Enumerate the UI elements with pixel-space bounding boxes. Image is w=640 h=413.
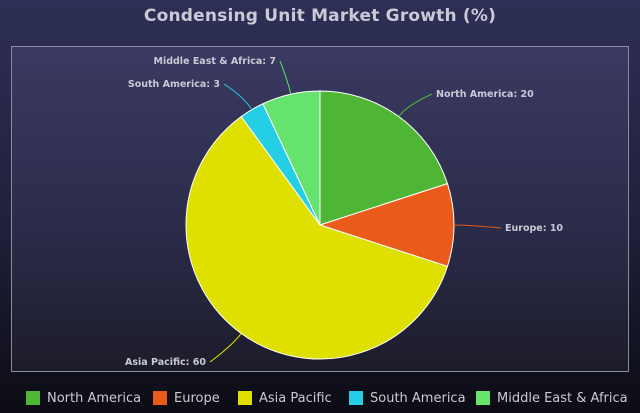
legend-item-north-america[interactable]: North America [26, 388, 141, 408]
leader-line [223, 83, 253, 110]
legend-swatch [238, 391, 252, 405]
pie-slice-north-america[interactable] [319, 90, 449, 226]
slice-label-asia-pacific: Asia Pacific: 60 [125, 357, 206, 368]
legend-label: Asia Pacific [259, 390, 332, 406]
legend-label: Europe [174, 390, 220, 406]
pie-slices [185, 90, 455, 360]
leader-line [209, 333, 242, 363]
leader-line [453, 224, 502, 229]
legend-item-south-america[interactable]: South America [349, 388, 466, 408]
leader-line [279, 60, 292, 95]
slice-label-south-america: South America: 3 [128, 79, 220, 90]
pie-slice-asia-pacific[interactable] [185, 115, 449, 360]
pie-slice-europe[interactable] [318, 182, 455, 268]
legend-item-asia-pacific[interactable]: Asia Pacific [238, 388, 332, 408]
slice-label-middle-east-africa: Middle East & Africa: 7 [154, 56, 277, 67]
legend-item-europe[interactable]: Europe [153, 388, 220, 408]
label-leader-lines [209, 60, 502, 363]
legend-label: North America [47, 390, 142, 406]
slice-label-north-america: North America: 20 [436, 89, 534, 100]
legend-label: Middle East & Africa [497, 390, 628, 406]
legend-swatch [26, 391, 40, 405]
legend: North America Europe Asia Pacific South … [0, 388, 640, 410]
pie-slice-middle-east-africa[interactable] [262, 90, 321, 226]
slice-labels: North America: 20 Europe: 10 Asia Pacifi… [125, 56, 563, 368]
legend-item-middle-east-africa[interactable]: Middle East & Africa [476, 388, 628, 408]
legend-label: South America [370, 390, 466, 406]
legend-swatch [349, 391, 363, 405]
leader-line [398, 93, 433, 117]
legend-swatch [476, 391, 490, 405]
slice-label-europe: Europe: 10 [505, 223, 563, 234]
chart-title: Condensing Unit Market Growth (%) [143, 6, 497, 26]
legend-swatch [153, 391, 167, 405]
